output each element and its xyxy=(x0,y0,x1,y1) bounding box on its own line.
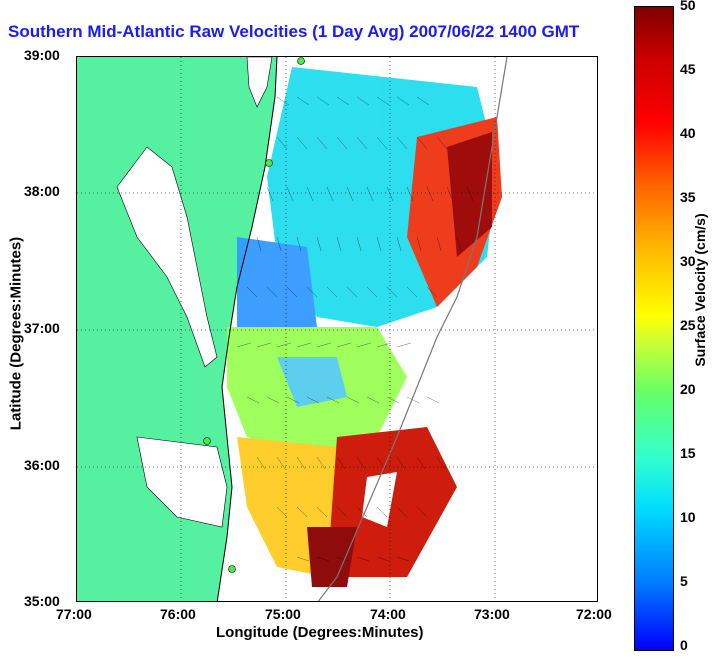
x-tick-label: 77:00 xyxy=(56,606,92,622)
radar-station xyxy=(297,57,305,65)
map-title: Southern Mid-Atlantic Raw Velocities (1 … xyxy=(8,22,580,41)
y-tick-label: 37:00 xyxy=(24,320,60,336)
coastline xyxy=(216,57,278,601)
delaware-bay xyxy=(246,57,273,108)
radar-station xyxy=(265,159,273,167)
x-tick-label: 76:00 xyxy=(160,606,196,622)
x-tick-label: 73:00 xyxy=(474,606,510,622)
y-tick-label: 39:00 xyxy=(24,47,60,63)
y-tick-label: 38:00 xyxy=(24,183,60,199)
x-tick-label: 75:00 xyxy=(265,606,301,622)
velocity-field xyxy=(227,67,502,587)
x-tick-label: 72:00 xyxy=(576,606,612,622)
radar-station xyxy=(228,565,236,573)
colorbar xyxy=(634,6,674,651)
x-axis-label: Longitude (Degrees:Minutes) xyxy=(216,624,424,641)
colorbar-tick: 15 xyxy=(680,445,696,461)
velocity-arrows xyxy=(236,96,474,562)
map-grid xyxy=(77,57,597,601)
colorbar-tick: 0 xyxy=(680,637,688,653)
colorbar-tick: 25 xyxy=(680,317,696,333)
chesapeake-bay xyxy=(116,146,218,368)
pamlico-sound xyxy=(136,436,228,528)
x-tick-label: 74:00 xyxy=(370,606,406,622)
velocity-map[interactable] xyxy=(76,56,598,602)
radar-station xyxy=(203,437,211,445)
y-tick-label: 35:00 xyxy=(24,593,60,609)
colorbar-tick: 10 xyxy=(680,509,696,525)
colorbar-tick: 20 xyxy=(680,381,696,397)
colorbar-tick: 40 xyxy=(680,125,696,141)
colorbar-label: Surface Velocity (cm/s) xyxy=(692,213,708,367)
y-axis-label: Latitude (Degrees:Minutes) xyxy=(7,236,25,431)
colorbar-tick: 45 xyxy=(680,61,696,77)
y-tick-label: 36:00 xyxy=(24,457,60,473)
bathymetry-contours xyxy=(317,57,508,601)
colorbar-tick: 50 xyxy=(680,0,696,13)
colorbar-tick: 30 xyxy=(680,253,696,269)
map-graphic xyxy=(77,57,597,601)
colorbar-tick: 35 xyxy=(680,189,696,205)
colorbar-tick: 5 xyxy=(680,573,688,589)
